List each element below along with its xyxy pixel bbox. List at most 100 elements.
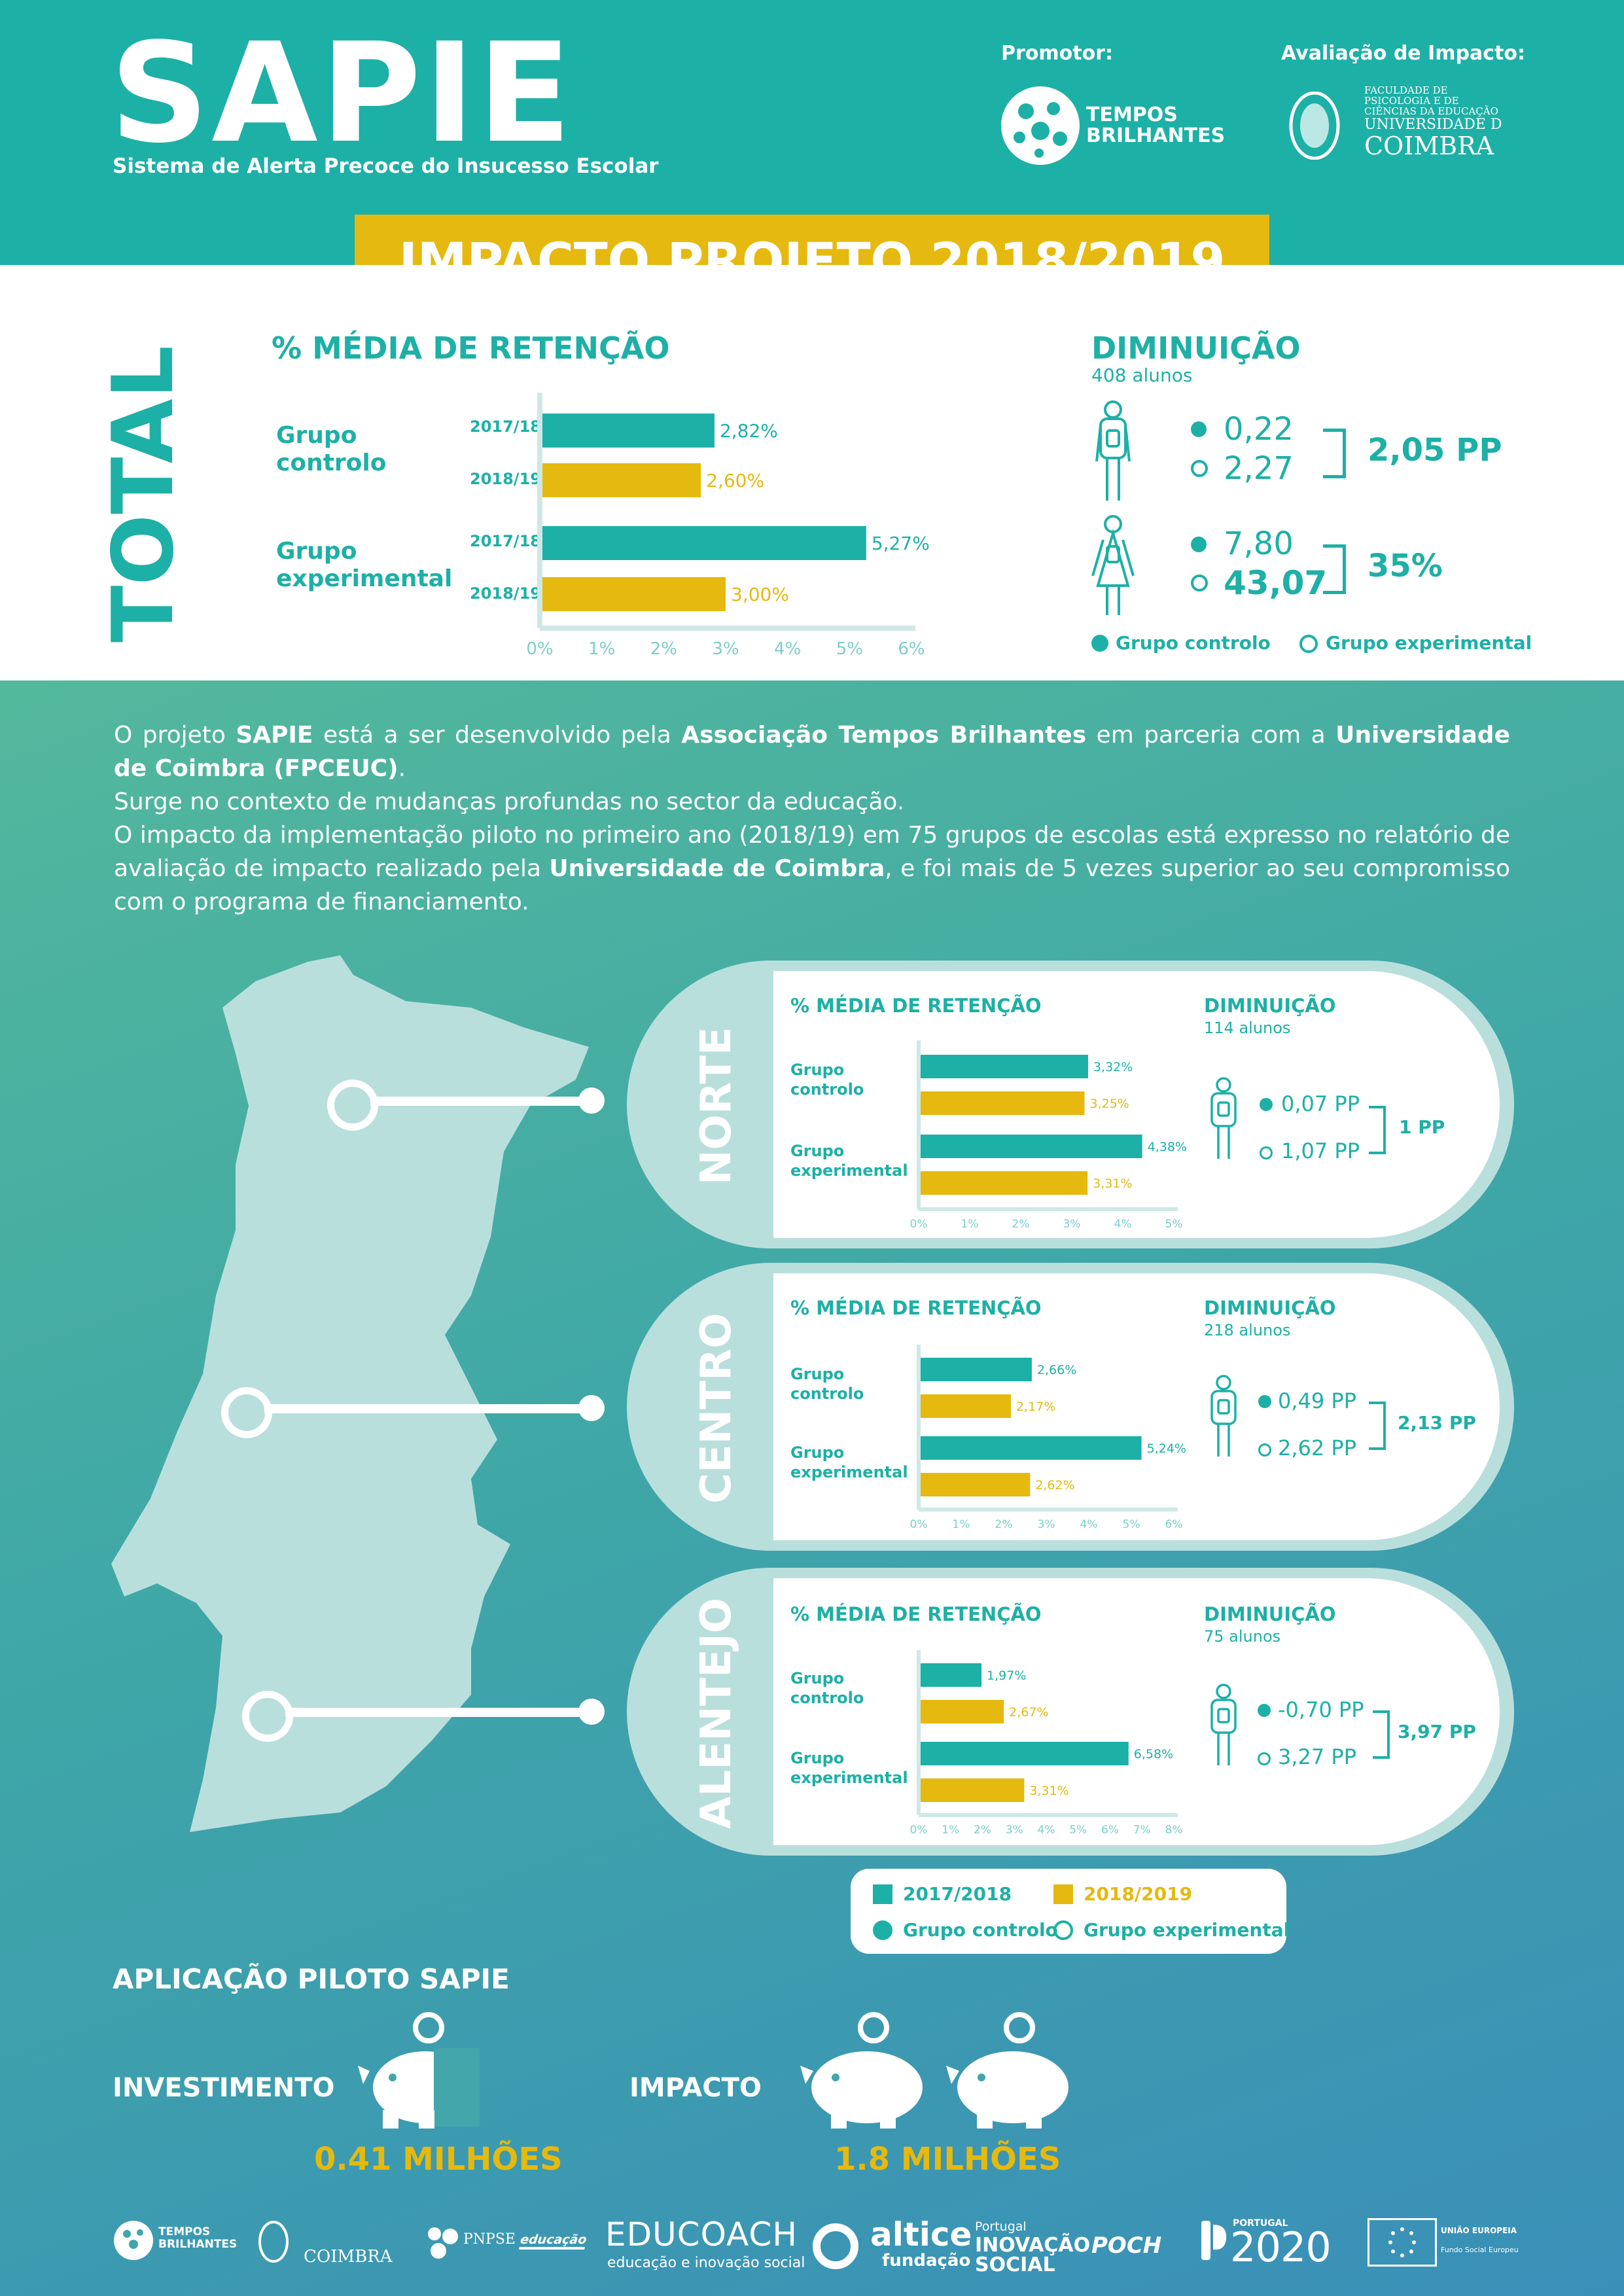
total-year-label: 2017/18 — [470, 417, 541, 436]
bar-value-label: 3,25% — [1090, 1097, 1129, 1111]
total-row2-result: 35% — [1368, 548, 1443, 584]
bar-value-label: 6,58% — [1134, 1747, 1173, 1761]
region-b: 3,27 PP — [1278, 1744, 1357, 1769]
tick-label: 6% — [898, 639, 925, 659]
coimbra-line: COIMBRA — [1364, 132, 1494, 160]
bar — [921, 1091, 1085, 1115]
footer-portugal: Portugal — [975, 2219, 1027, 2234]
bar-value-label: 3,31% — [1093, 1176, 1132, 1191]
legend-controlo-dot-icon — [873, 1920, 892, 1940]
connector-line — [370, 1097, 593, 1106]
bracket — [1323, 429, 1346, 478]
portugal-map — [105, 955, 602, 1858]
centro-bar-chart: 0% 1% 2% 3% 4% 5% 6% 2,66% 2,17% 5,24% 2,62% — [910, 1345, 1186, 1531]
piloto-title: APLICAÇÃO PILOTO SAPIE — [113, 1963, 510, 1995]
page-subtitle: Sistema de Alerta Precoce do Insucesso E… — [113, 154, 659, 178]
region-result: 2,13 PP — [1398, 1412, 1476, 1434]
controlo-dot-icon — [1191, 421, 1207, 437]
region-dim-title: DIMINUIÇÃO — [1204, 1297, 1336, 1319]
pnpse-icon — [421, 2221, 463, 2263]
region-chart-title: % MÉDIA DE RETENÇÃO — [790, 1297, 1042, 1319]
bar — [921, 1742, 1129, 1765]
tick-label: 5% — [1123, 1518, 1140, 1531]
tick-label: 2% — [1012, 1218, 1030, 1230]
footer-inovacao: INOVAÇÃO — [975, 2234, 1091, 2257]
intro-text-part: O projeto — [114, 722, 236, 749]
connector-dot-icon — [578, 1395, 605, 1421]
region-chart-title: % MÉDIA DE RETENÇÃO — [790, 995, 1042, 1017]
bar — [921, 1394, 1012, 1418]
intro-text-part: Universidade de Coimbra (FPCEUC) — [114, 722, 1510, 782]
bar — [921, 1358, 1032, 1381]
bar — [542, 577, 726, 611]
tick-label: 1% — [953, 1518, 970, 1531]
controlo-dot-icon — [1258, 1704, 1271, 1717]
legend-experimental-dot-icon — [1299, 635, 1318, 653]
region-group-experimental: Grupo experimental — [790, 1749, 908, 1787]
intro-text-part: . — [398, 755, 406, 782]
footer-social: SOCIAL — [975, 2253, 1055, 2276]
investimento-value: 0.41 MILHÕES — [314, 2141, 563, 2178]
region-group-experimental: Grupo experimental — [790, 1142, 908, 1180]
tick-label: 3% — [712, 639, 739, 659]
bar-value-label: 2,67% — [1009, 1705, 1048, 1720]
tempos-brilhantes-logo-text: TEMPOS BRILHANTES — [1086, 103, 1226, 147]
norte-bar-chart: 0% 1% 2% 3% 4% 5% 3,32% 3,25% 4,38% 3,31% — [910, 1040, 1187, 1230]
connector-line — [285, 1708, 593, 1717]
piggy-bank-icon — [357, 2012, 487, 2130]
total-section — [0, 265, 1624, 680]
bar — [542, 463, 701, 497]
experimental-dot-icon — [1191, 460, 1208, 477]
footer-tempos-logo: TEMPOS BRILHANTES — [158, 2225, 238, 2251]
bar — [921, 1778, 1025, 1802]
bar — [542, 526, 866, 560]
total-group-controlo: Grupo controlo — [276, 422, 387, 476]
controlo-dot-icon — [1191, 537, 1207, 552]
footer-ue-sub: Fundo Social Europeu — [1441, 2246, 1519, 2254]
region-alunos: 218 alunos — [1204, 1321, 1291, 1339]
tick-label: 4% — [774, 639, 801, 659]
connector-dot-icon — [578, 1087, 605, 1114]
bar-value-label: 3,00% — [731, 584, 789, 605]
tick-label: 4% — [1080, 1518, 1098, 1531]
footer-coimbra-logo: COIMBRA — [304, 2247, 393, 2267]
bar — [921, 1171, 1088, 1195]
coimbra-logo-text: FACULDADE DE PSICOLOGIA E DE CIÊNCIAS DA… — [1364, 85, 1508, 158]
region-panel-inner — [773, 971, 1500, 1238]
coimbra-line: PSICOLOGIA E DE — [1364, 95, 1459, 107]
bar-value-label: 2,60% — [706, 470, 764, 491]
region-b: 1,07 PP — [1281, 1139, 1360, 1163]
region-label-centro: CENTRO — [692, 1313, 741, 1504]
intro-text-part: está a ser desenvolvido pela — [313, 722, 682, 749]
coimbra-footer-seal-icon — [258, 2221, 289, 2263]
total-legend-experimental: Grupo experimental — [1326, 632, 1532, 654]
total-row2-b: 43,07 — [1224, 564, 1328, 602]
student-icon — [1204, 1374, 1243, 1459]
total-diminuicao-title: DIMINUIÇÃO — [1091, 330, 1301, 366]
student-icon — [1204, 1076, 1243, 1161]
tick-label: 0% — [910, 1218, 928, 1230]
bar — [921, 1436, 1142, 1460]
intro-text-part: Universidade de Coimbra — [549, 855, 885, 882]
region-result: 3,97 PP — [1398, 1721, 1476, 1742]
legend-swatch-2017 — [873, 1884, 892, 1904]
impacto-label: IMPACTO — [629, 2073, 762, 2103]
bar — [921, 1055, 1088, 1078]
tick-label: 8% — [1165, 1824, 1183, 1837]
tick-label: 4% — [1038, 1824, 1055, 1837]
intro-text-part: SAPIE — [236, 722, 313, 749]
tick-label: 0% — [910, 1518, 928, 1531]
controlo-dot-icon — [1260, 1098, 1273, 1111]
bar — [921, 1135, 1142, 1158]
legend-controlo-dot-icon — [1091, 635, 1108, 652]
controlo-dot-icon — [1258, 1395, 1271, 1408]
region-label-norte: NORTE — [692, 1027, 741, 1185]
investimento-label: INVESTIMENTO — [113, 2073, 335, 2103]
total-group-experimental: Grupo experimental — [276, 538, 453, 592]
region-group-controlo: Grupo controlo — [790, 1365, 864, 1403]
bar-value-label: 2,62% — [1035, 1478, 1074, 1492]
alentejo-bar-chart: 0% 1% 2% 3% 4% 5% 6% 7% 8% 1,97% 2,67% 6,58% 3,31% — [910, 1650, 1183, 1837]
region-alunos: 114 alunos — [1204, 1019, 1291, 1037]
tick-label: 3% — [1006, 1824, 1023, 1837]
bar-value-label: 5,27% — [872, 533, 930, 554]
